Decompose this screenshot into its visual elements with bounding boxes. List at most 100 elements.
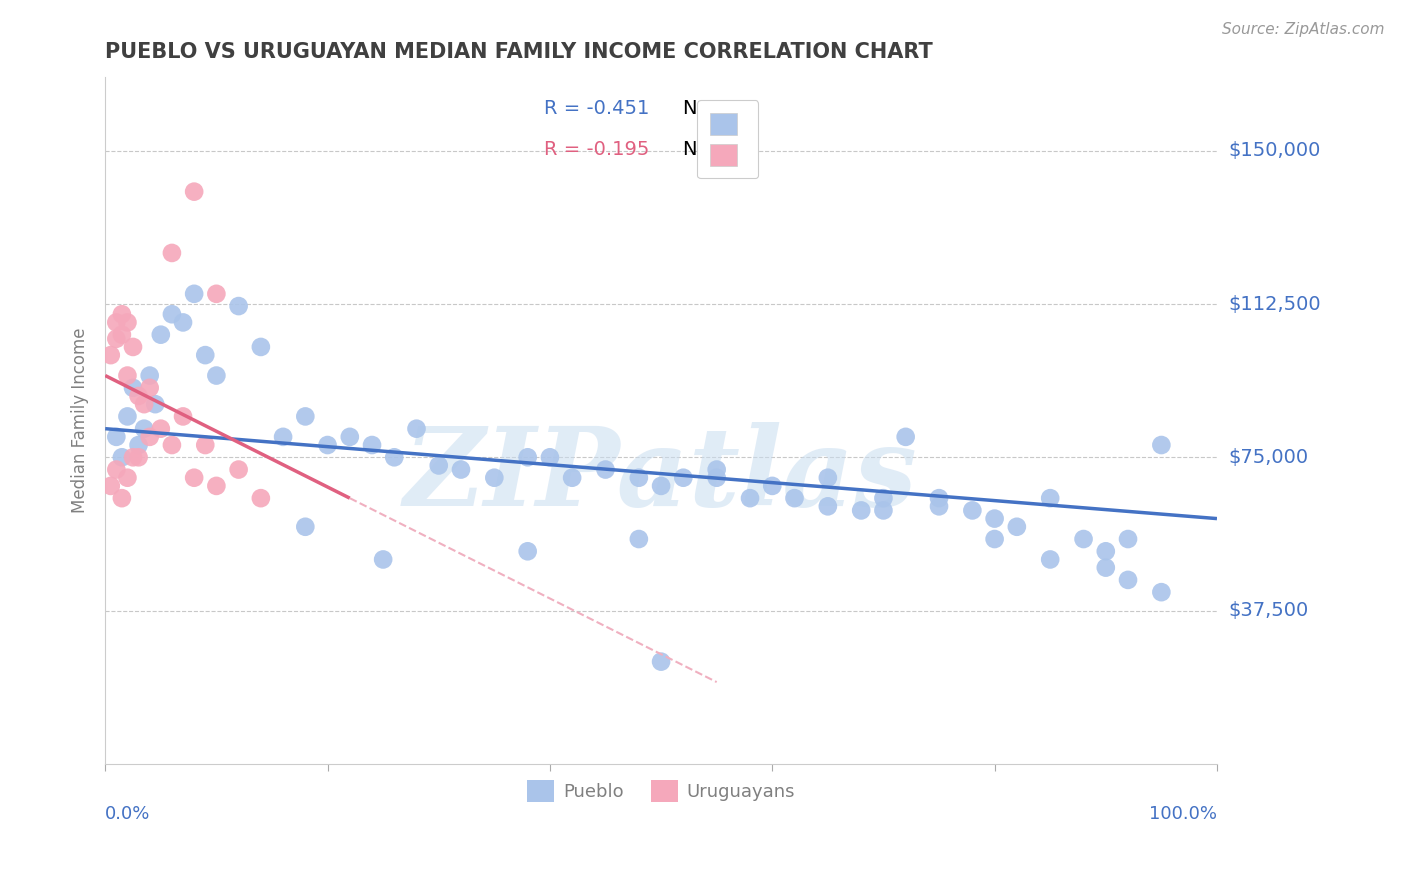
Point [294,520,316,534]
Point [928,491,950,505]
Point [105,315,128,329]
Point [872,503,894,517]
Point [105,430,128,444]
Point [149,422,172,436]
Point [361,438,384,452]
Point [128,450,150,465]
Text: $112,500: $112,500 [1227,294,1320,313]
Point [143,397,166,411]
Point [100,348,122,362]
Point [373,552,395,566]
Legend: Pueblo, Uruguayans: Pueblo, Uruguayans [520,773,803,810]
Point [111,491,134,505]
Text: $37,500: $37,500 [1227,601,1309,620]
Point [160,438,183,452]
Point [111,450,134,465]
Point [122,450,145,465]
Point [1073,532,1095,546]
Point [228,299,250,313]
Point [117,315,139,329]
Text: 0.0%: 0.0% [105,805,150,823]
Point [650,479,672,493]
Point [117,409,139,424]
Text: PUEBLO VS URUGUAYAN MEDIAN FAMILY INCOME CORRELATION CHART: PUEBLO VS URUGUAYAN MEDIAN FAMILY INCOME… [105,42,934,62]
Point [783,491,806,505]
Text: ZIPatlas: ZIPatlas [404,422,918,529]
Point [595,462,617,476]
Point [111,307,134,321]
Point [427,458,450,473]
Point [1094,544,1116,558]
Point [205,286,228,301]
Point [516,544,538,558]
Point [205,368,228,383]
Point [117,471,139,485]
Point [761,479,783,493]
Point [339,430,361,444]
Point [928,500,950,514]
Point [738,491,761,505]
Point [983,511,1005,525]
Point [1116,532,1139,546]
Point [122,381,145,395]
Point [894,430,917,444]
Text: $150,000: $150,000 [1227,141,1320,161]
Point [172,315,194,329]
Point [516,450,538,465]
Point [1150,438,1173,452]
Point [316,438,339,452]
Point [627,471,650,485]
Point [382,450,405,465]
Point [111,327,134,342]
Point [183,286,205,301]
Point [138,381,160,395]
Y-axis label: Median Family Income: Median Family Income [72,327,89,513]
Point [1150,585,1173,599]
Point [149,327,172,342]
Point [983,532,1005,546]
Point [250,491,273,505]
Text: N = 64: N = 64 [683,99,752,118]
Point [194,348,217,362]
Point [1039,491,1062,505]
Point [706,462,728,476]
Point [962,503,984,517]
Text: Source: ZipAtlas.com: Source: ZipAtlas.com [1222,22,1385,37]
Point [160,307,183,321]
Point [1005,520,1028,534]
Text: N = 29: N = 29 [683,140,752,159]
Point [538,450,561,465]
Point [172,409,194,424]
Text: R = -0.451: R = -0.451 [544,99,650,118]
Point [205,479,228,493]
Point [706,471,728,485]
Point [138,368,160,383]
Point [228,462,250,476]
Point [405,422,427,436]
Text: $75,000: $75,000 [1227,448,1308,467]
Point [627,532,650,546]
Point [817,500,839,514]
Point [122,340,145,354]
Point [650,655,672,669]
Point [117,368,139,383]
Point [1039,552,1062,566]
Point [872,491,894,505]
Point [138,430,160,444]
Point [561,471,583,485]
Point [105,462,128,476]
Point [160,246,183,260]
Point [1094,560,1116,574]
Point [128,389,150,403]
Point [250,340,273,354]
Text: 100.0%: 100.0% [1149,805,1218,823]
Point [128,438,150,452]
Point [450,462,472,476]
Point [294,409,316,424]
Point [100,479,122,493]
Point [134,397,156,411]
Text: R = -0.195: R = -0.195 [544,140,650,159]
Point [134,422,156,436]
Point [183,471,205,485]
Point [817,471,839,485]
